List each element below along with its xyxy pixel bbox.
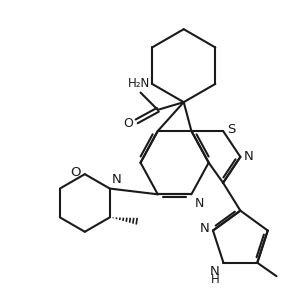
Text: N: N bbox=[210, 265, 220, 278]
Text: N: N bbox=[200, 222, 209, 235]
Text: H₂N: H₂N bbox=[128, 77, 150, 90]
Text: N: N bbox=[244, 150, 254, 163]
Text: H: H bbox=[211, 273, 220, 286]
Text: S: S bbox=[227, 123, 235, 136]
Text: O: O bbox=[123, 117, 133, 130]
Text: O: O bbox=[70, 166, 81, 179]
Text: N: N bbox=[112, 173, 121, 186]
Text: N: N bbox=[194, 197, 204, 210]
